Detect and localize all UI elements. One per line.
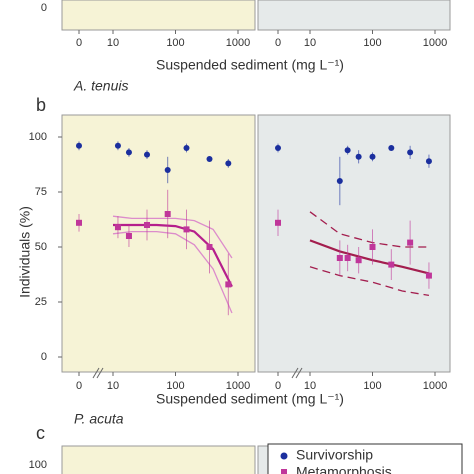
panel-bg bbox=[61, 114, 256, 373]
point bbox=[225, 160, 232, 167]
panel-c-left-bg bbox=[61, 445, 256, 474]
point bbox=[144, 151, 151, 158]
x-tick-label: 100 bbox=[363, 37, 381, 49]
point bbox=[183, 145, 190, 151]
y-tick-label: 25 bbox=[35, 296, 47, 308]
x-tick-label: 1000 bbox=[226, 37, 250, 49]
species: P. acuta bbox=[74, 411, 124, 427]
x-axis-label: Suspended sediment (mg L⁻¹) bbox=[156, 57, 344, 73]
point bbox=[275, 145, 281, 151]
fit-line bbox=[113, 223, 233, 288]
legend-marker bbox=[280, 452, 288, 460]
panel-label: c bbox=[36, 423, 45, 443]
point bbox=[76, 142, 82, 149]
axis-break bbox=[96, 367, 104, 379]
point bbox=[114, 142, 121, 149]
x-tick-label: 10 bbox=[107, 37, 119, 49]
point bbox=[275, 219, 281, 226]
fit-band bbox=[112, 215, 233, 259]
point bbox=[206, 156, 213, 162]
point bbox=[114, 224, 121, 231]
y-tick-label: 0 bbox=[41, 2, 47, 14]
x-tick-label: 10 bbox=[107, 380, 119, 392]
x-tick-label: 100 bbox=[363, 380, 381, 392]
panel-bg bbox=[257, 114, 451, 373]
x-tick-label: 0 bbox=[275, 37, 281, 49]
point bbox=[183, 226, 190, 233]
point bbox=[225, 281, 232, 288]
x-tick-label: 0 bbox=[275, 380, 281, 392]
point bbox=[164, 167, 171, 173]
fit-band bbox=[112, 230, 233, 314]
y-axis-label: Individuals (%) bbox=[17, 206, 33, 298]
legend-entry: Metamorphosis bbox=[296, 464, 392, 474]
species: A. tenuis bbox=[73, 78, 128, 94]
axis-break bbox=[92, 367, 100, 379]
point bbox=[76, 219, 82, 226]
x-tick-label: 1000 bbox=[423, 37, 447, 49]
point bbox=[125, 149, 132, 156]
legend-entry: Survivorship bbox=[296, 447, 373, 463]
point bbox=[164, 211, 171, 217]
x-tick-label: 100 bbox=[166, 380, 184, 392]
y-tick-label: 100 bbox=[29, 131, 47, 143]
panel-label: b bbox=[36, 95, 46, 115]
x-tick-label: 100 bbox=[166, 37, 184, 49]
legend-marker bbox=[281, 469, 287, 474]
x-tick-label: 0 bbox=[76, 380, 82, 392]
point bbox=[355, 257, 362, 264]
legend-box bbox=[267, 443, 463, 474]
point bbox=[407, 239, 414, 246]
y-tick-label: 0 bbox=[41, 351, 47, 363]
point bbox=[125, 233, 132, 239]
point bbox=[144, 222, 151, 228]
axis-break bbox=[291, 367, 299, 379]
y-tick-label: 50 bbox=[35, 241, 47, 253]
x-tick-label: 1000 bbox=[226, 380, 250, 392]
fit-band bbox=[309, 266, 430, 297]
point bbox=[344, 255, 351, 261]
x-tick-label: 10 bbox=[304, 380, 316, 392]
point bbox=[425, 158, 432, 165]
point bbox=[206, 244, 213, 250]
point bbox=[336, 178, 343, 184]
point bbox=[388, 261, 395, 268]
point bbox=[336, 255, 343, 261]
panel-a-left-bg bbox=[61, 0, 256, 31]
x-tick-label: 1000 bbox=[423, 380, 447, 392]
axis-break bbox=[295, 367, 303, 379]
point bbox=[369, 244, 376, 250]
y-tick-label: 100 bbox=[29, 459, 47, 471]
point bbox=[407, 149, 414, 156]
point bbox=[388, 145, 395, 151]
x-tick-label: 10 bbox=[304, 37, 316, 49]
point bbox=[355, 153, 362, 160]
y-tick-label: 75 bbox=[35, 186, 47, 198]
point bbox=[425, 272, 432, 279]
point bbox=[344, 147, 351, 154]
point bbox=[369, 153, 376, 160]
x-axis-label: Suspended sediment (mg L⁻¹) bbox=[156, 391, 344, 407]
panel-a-right-bg bbox=[257, 0, 451, 31]
x-tick-label: 0 bbox=[76, 37, 82, 49]
